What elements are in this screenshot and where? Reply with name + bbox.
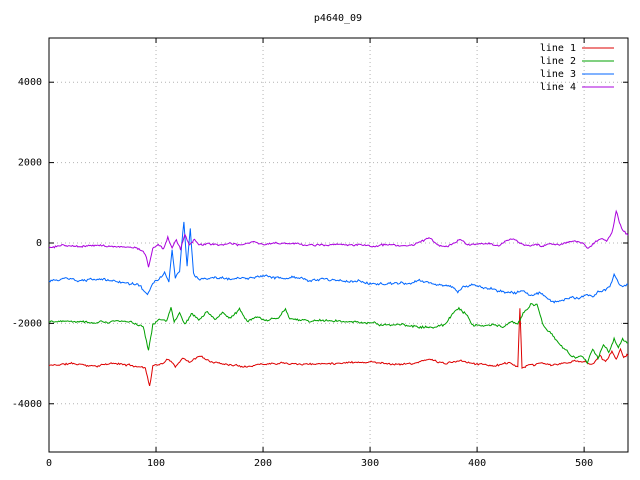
chart-title: p4640_09 (314, 13, 362, 24)
series-line-3 (48, 221, 628, 304)
y-tick-label: 0 (36, 238, 42, 249)
y-tick-label: -4000 (12, 399, 42, 410)
x-tick-label: 0 (46, 458, 52, 469)
y-tick-label: -2000 (12, 318, 42, 329)
legend: line 1 line 2 line 3 line 4 (540, 43, 614, 93)
series-line-2 (48, 303, 629, 365)
series-layer (48, 209, 629, 387)
legend-label: line 4 (540, 82, 576, 93)
legend-label: line 3 (540, 69, 576, 80)
x-tick-label: 200 (254, 458, 272, 469)
tick-layer: 0 100 200 300 400 500 -4000 -2000 0 2000 4000 (12, 38, 628, 469)
x-tick-label: 100 (147, 458, 165, 469)
x-tick-label: 500 (575, 458, 593, 469)
y-tick-label: 4000 (18, 77, 42, 88)
series-line-4 (48, 209, 629, 268)
x-tick-label: 400 (468, 458, 486, 469)
legend-label: line 2 (540, 56, 576, 67)
series-line-1 (48, 308, 629, 387)
x-tick-label: 300 (361, 458, 379, 469)
y-tick-label: 2000 (18, 158, 42, 169)
plot-border (48, 37, 629, 453)
legend-label: line 1 (540, 43, 576, 54)
